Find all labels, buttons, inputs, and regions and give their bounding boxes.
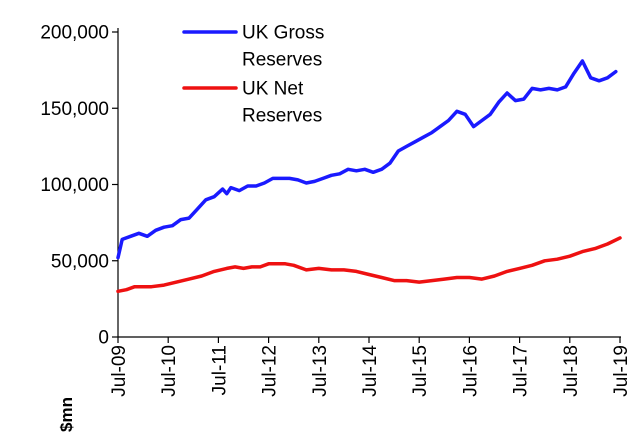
y-tick-label: 50,000 <box>51 251 109 272</box>
series-layer <box>116 59 622 294</box>
legend-label-gross: UK Gross Reserves <box>242 23 324 71</box>
x-tick-label: Jul-10 <box>159 345 180 397</box>
x-tick-label: Jul-14 <box>360 345 381 397</box>
legend-label-net: UK Net Reserves <box>242 79 322 127</box>
y-tick-label: 200,000 <box>40 23 109 44</box>
y-axis-label: $mn <box>57 397 76 432</box>
y-tick-label: 0 <box>98 328 109 349</box>
series-line-net-reserves <box>116 236 622 294</box>
series-line-gross-reserves <box>116 59 618 260</box>
x-tick-label: Jul-19 <box>611 345 632 397</box>
x-tick-label: Jul-11 <box>209 345 230 395</box>
x-tick-label: Jul-18 <box>561 345 582 397</box>
y-tick-label: 100,000 <box>40 175 109 196</box>
x-tick-label: Jul-16 <box>460 345 481 397</box>
x-tick-label: Jul-12 <box>260 345 281 397</box>
axes: 0 50,000 100,000 150,000 200,000 Jul-09 Jul-10… <box>40 23 632 397</box>
x-tick-label: Jul-15 <box>410 345 431 397</box>
y-tick-label: 150,000 <box>40 99 109 120</box>
x-tick-label: Jul-17 <box>511 345 532 397</box>
x-tick-label: Jul-09 <box>109 345 130 397</box>
legend: UK Gross Reserves UK Net Reserves <box>182 23 324 127</box>
x-tick-label: Jul-13 <box>310 345 331 397</box>
